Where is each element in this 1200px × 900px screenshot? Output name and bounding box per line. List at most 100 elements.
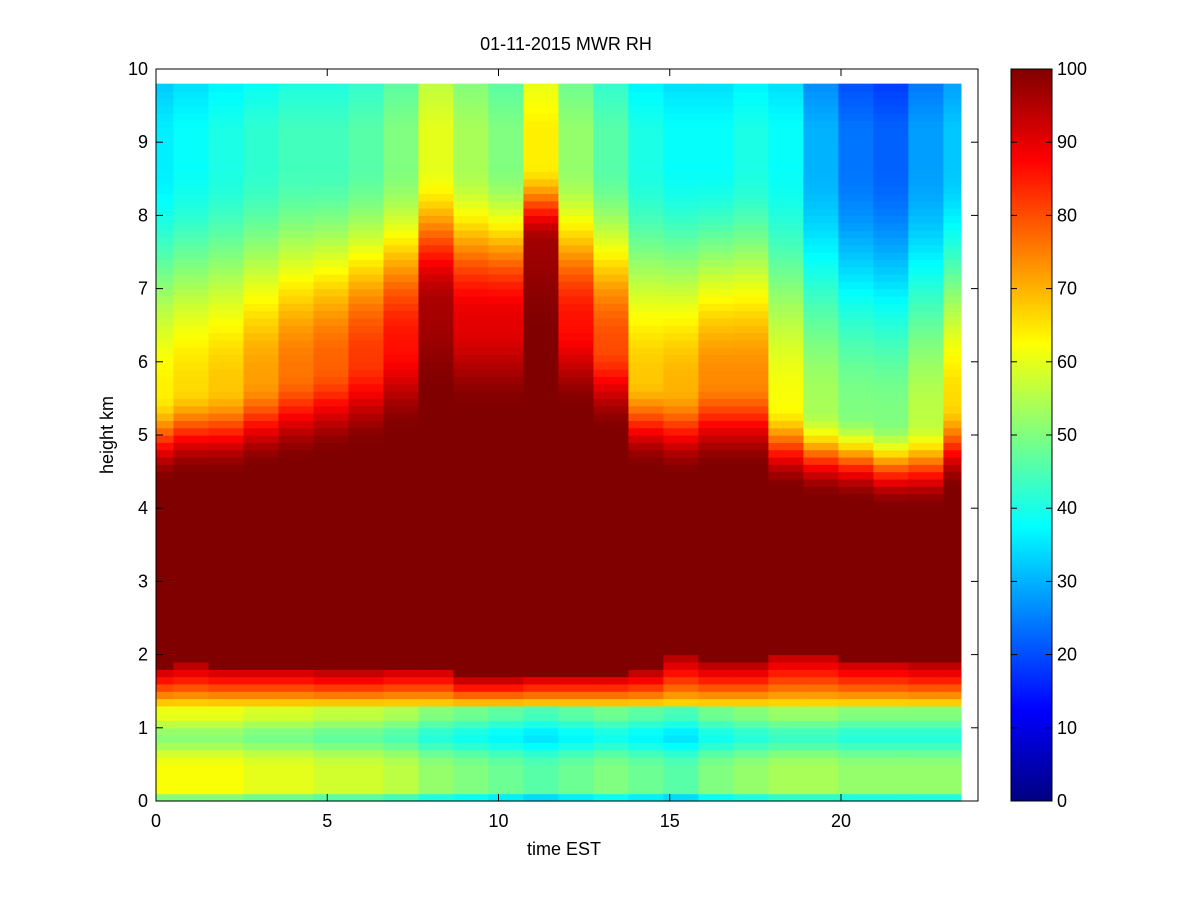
heatmap-cell [663,735,700,744]
heatmap-cell [348,347,385,356]
heatmap-cell [208,720,245,729]
heatmap-cell [278,134,315,143]
heatmap-cell [208,618,245,626]
heatmap-cell [593,566,630,575]
heatmap-cell [803,339,839,348]
heatmap-cell [453,654,490,663]
heatmap-cell [523,500,560,509]
heatmap-cell [278,413,315,421]
heatmap-cell [628,698,665,707]
heatmap-cell [733,83,769,92]
heatmap-cell [943,530,962,539]
heatmap-cell [313,405,350,414]
heatmap-cell [523,676,560,685]
heatmap-cell [698,171,735,180]
heatmap-cell [733,186,769,195]
heatmap-cell [418,603,455,612]
heatmap-cell [593,713,630,722]
heatmap-cell [383,581,420,590]
heatmap-cell [873,156,909,165]
heatmap-cell [838,98,874,107]
heatmap-cell [838,266,874,275]
heatmap-cell [768,339,804,348]
heatmap-cell [873,493,909,502]
heatmap-cell [593,317,630,326]
heatmap-cell [418,669,455,678]
heatmap-cell [313,127,350,136]
heatmap-cell [383,361,420,370]
heatmap-cell [156,193,175,202]
heatmap-cell [908,420,944,429]
heatmap-cell [418,391,455,399]
heatmap-cell [593,237,630,246]
heatmap-cell [278,98,315,107]
heatmap-cell [908,786,944,795]
heatmap-cell [593,456,630,465]
heatmap-cell [523,537,560,546]
heatmap-cell [873,178,909,187]
heatmap-cell [803,471,839,480]
heatmap-cell [383,596,420,604]
heatmap-cell [243,259,280,268]
colorbar-tick-label: 50 [1057,425,1077,445]
heatmap-cell [523,171,560,180]
heatmap-cell [278,661,315,670]
heatmap-cell [156,259,175,268]
heatmap-cell [348,244,385,253]
heatmap-cell [348,420,385,429]
heatmap-cell [313,735,350,744]
heatmap-cell [418,727,455,736]
heatmap-cell [593,654,630,663]
heatmap-cell [558,435,595,443]
heatmap-cell [768,376,804,385]
heatmap-cell [418,325,455,334]
heatmap-cell [663,281,700,290]
heatmap-cell [418,691,455,700]
heatmap-cell [593,325,630,334]
heatmap-cell [628,464,665,473]
heatmap-cell [523,632,560,641]
heatmap-cell [418,98,455,107]
heatmap-cell [243,281,280,290]
heatmap-cell [278,493,315,502]
heatmap-cell [558,332,595,341]
heatmap-cell [768,610,804,619]
heatmap-cell [523,618,560,626]
heatmap-cell [943,603,962,612]
heatmap-cell [348,215,385,224]
heatmap-cell [156,552,175,561]
heatmap-cell [663,727,700,736]
heatmap-cell [628,420,665,429]
heatmap-cell [873,288,909,297]
heatmap-cell [698,764,735,773]
heatmap-cell [733,303,769,312]
heatmap-cell [628,771,665,780]
heatmap-cell [173,413,210,421]
heatmap-cell [628,515,665,524]
heatmap-cell [278,757,315,765]
heatmap-cell [628,661,665,670]
heatmap-cell [243,208,280,216]
heatmap-cell [943,757,962,765]
heatmap-cell [173,361,210,370]
heatmap-cell [698,200,735,209]
heatmap-cell [733,244,769,253]
heatmap-cell [173,83,210,92]
heatmap-cell [908,215,944,224]
y-tick-label: 8 [138,205,148,225]
heatmap-cell [156,735,175,744]
heatmap-cell [453,596,490,604]
heatmap-cell [208,530,245,539]
heatmap-cell [873,661,909,670]
heatmap-cell [418,105,455,114]
heatmap-cell [418,552,455,561]
heatmap-cell [453,735,490,744]
heatmap-cell [663,618,700,626]
heatmap-cell [733,164,769,173]
heatmap-cell [348,208,385,216]
heatmap-cell [453,603,490,612]
heatmap-cell [243,793,280,802]
heatmap-cell [558,596,595,604]
heatmap-cell [593,779,630,787]
heatmap-cell [488,427,525,436]
